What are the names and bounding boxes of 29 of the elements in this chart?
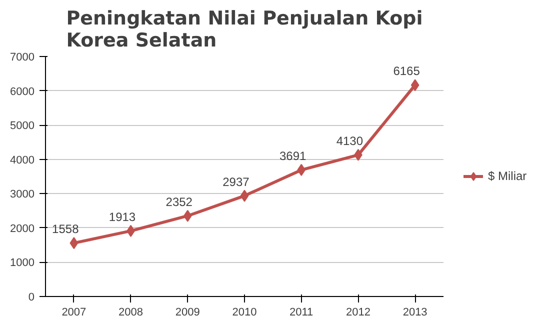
- y-tick-label: 4000: [10, 154, 35, 166]
- y-tick-label: 6000: [10, 86, 35, 98]
- x-tick-label: 2013: [402, 306, 428, 318]
- data-label: 6165: [393, 64, 420, 78]
- point: [410, 79, 420, 92]
- x-tick-label: 2011: [290, 306, 314, 318]
- y-tick-label: 1000: [10, 257, 35, 270]
- x-tick-label: 2009: [175, 306, 200, 318]
- y-tick-label: 3000: [10, 188, 35, 201]
- data-label: 2937: [222, 174, 250, 189]
- point: [297, 164, 306, 176]
- data-label: 1558: [52, 222, 80, 236]
- point: [70, 237, 78, 250]
- x-tick-label: 2010: [232, 306, 257, 318]
- point: [240, 190, 249, 202]
- y-tick-label: 2000: [10, 222, 35, 235]
- legend-label: $ Miliar: [488, 169, 527, 183]
- point: [183, 210, 192, 222]
- y-tick-label: 5000: [10, 120, 35, 132]
- y-tick-label: 7000: [10, 52, 35, 64]
- data-label: 2352: [166, 194, 193, 209]
- data-label: 3691: [279, 148, 306, 163]
- y-tick-label: 0: [28, 292, 35, 304]
- chart-title: Peningkatan Nilai Penjualan Kopi Korea Selatan: [66, 8, 423, 52]
- x-tick-label: 2007: [62, 306, 86, 318]
- data-label: 1913: [108, 210, 136, 224]
- x-tick-label: 2008: [118, 306, 144, 318]
- data-label: 4130: [336, 134, 364, 148]
- x-tick-label: 2012: [346, 306, 370, 318]
